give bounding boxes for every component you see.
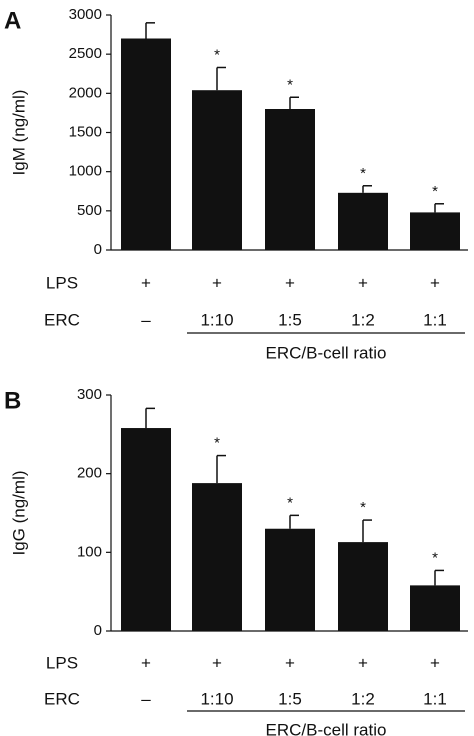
y-tick-label: 0 [94,622,102,639]
bar [338,542,388,631]
y-tick-label: 100 [77,543,102,560]
significance-star: * [287,76,293,93]
bar [192,90,242,250]
y-tick-label: 1000 [69,163,102,180]
row-value: 1:2 [351,689,375,708]
y-tick-label: 200 [77,465,102,482]
ratio-bracket-label: ERC/B-cell ratio [266,343,387,362]
bar [410,212,460,250]
row-value: + [141,653,151,672]
row-value: + [430,273,440,292]
row-label-erc: ERC [44,689,80,708]
row-value: 1:10 [200,689,233,708]
row-value: 1:5 [278,689,302,708]
y-axis-label: IgM (ng/ml) [9,90,28,176]
significance-star: * [360,165,366,182]
bar [265,109,315,250]
y-tick-label: 2500 [69,45,102,62]
y-tick-label: 1500 [69,123,102,140]
row-value: 1:10 [200,310,233,329]
panel-label: A [4,7,21,34]
row-value: 1:1 [423,310,447,329]
chart-panel-b: B 0 100 200 300 IgG (ng/ml) * * * * LPS + + + + + ERC – 1:… [4,386,468,736]
ratio-bracket-label: ERC/B-cell ratio [266,720,387,736]
significance-star: * [432,183,438,200]
y-tick-label: 3000 [69,6,102,23]
y-tick-label: 0 [94,241,102,258]
y-tick-label: 300 [77,386,102,403]
y-tick-label: 2000 [69,84,102,101]
row-value: + [358,273,368,292]
significance-star: * [214,46,220,63]
row-value: – [141,310,151,329]
significance-star: * [360,499,366,516]
significance-star: * [287,494,293,511]
bar [265,528,315,631]
row-value: + [285,273,295,292]
row-label-lps: LPS [46,653,78,672]
significance-star: * [214,435,220,452]
row-value: 1:2 [351,310,375,329]
bar [121,428,171,631]
row-value: + [212,273,222,292]
bar [338,192,388,250]
chart-panel-a: A 0 500 1000 1500 2000 2500 3000 IgM (ng/ml) * * * *… [4,6,468,362]
row-value: – [141,689,151,708]
significance-star: * [432,549,438,566]
bar [121,38,171,250]
row-label-erc: ERC [44,310,80,329]
row-value: + [141,273,151,292]
row-value: + [430,653,440,672]
y-axis-label: IgG (ng/ml) [9,470,28,555]
row-value: 1:1 [423,689,447,708]
row-value: 1:5 [278,310,302,329]
panel-label: B [4,387,21,414]
row-value: + [358,653,368,672]
row-value: + [212,653,222,672]
y-tick-label: 500 [77,202,102,219]
bar [410,585,460,631]
row-value: + [285,653,295,672]
bar [192,483,242,631]
row-label-lps: LPS [46,273,78,292]
